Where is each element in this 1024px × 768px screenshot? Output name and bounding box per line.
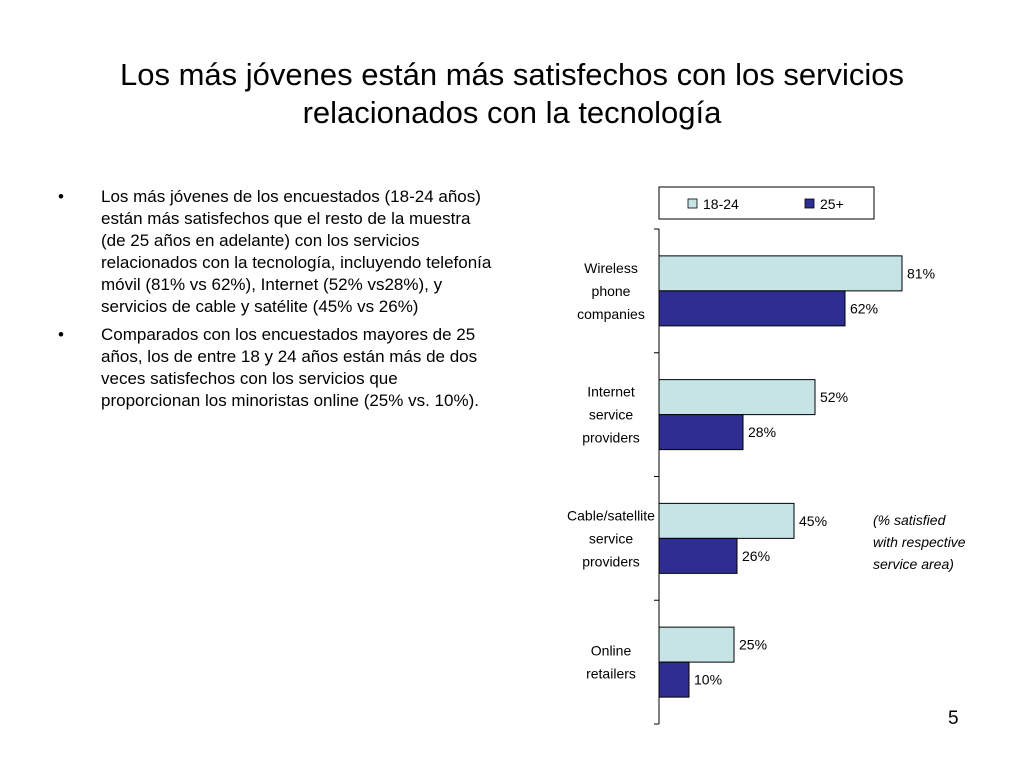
- category-label: service: [589, 530, 634, 546]
- chart-annotation: service area): [873, 556, 954, 572]
- bar-value-label: 62%: [850, 300, 878, 316]
- bar-value-label: 81%: [907, 265, 935, 281]
- bullet-dot: •: [58, 187, 64, 206]
- legend-swatch-25+: [804, 198, 815, 209]
- bullet-text: Comparados con los encuestados mayores d…: [101, 325, 479, 410]
- slide-title: Los más jóvenes están más satisfechos co…: [40, 56, 984, 132]
- bar-25+: [658, 661, 690, 698]
- chart-annotation: (% satisfied: [873, 512, 947, 528]
- category-label: Wireless: [584, 260, 638, 276]
- legend-swatch-18-24: [687, 198, 698, 209]
- page-number: 5: [948, 708, 959, 729]
- bar-value-label: 28%: [748, 424, 776, 440]
- legend-label: 18-24: [703, 196, 739, 212]
- slide-title-line-2: relacionados con la tecnología: [302, 95, 722, 130]
- category-label: companies: [577, 306, 645, 322]
- category-label: Internet: [587, 384, 635, 400]
- category-label: Online: [591, 643, 632, 659]
- chart-annotation: with respective: [873, 534, 966, 550]
- category-label: retailers: [586, 666, 636, 682]
- bar-value-label: 45%: [799, 513, 827, 529]
- bullet-dot: •: [58, 325, 64, 344]
- category-label: phone: [592, 283, 631, 299]
- bar-25+: [658, 290, 846, 327]
- bar-value-label: 25%: [739, 637, 767, 653]
- category-label: Cable/satellite: [567, 507, 655, 523]
- category-label: providers: [582, 430, 640, 446]
- bar-25+: [658, 414, 744, 451]
- bullet-text: Los más jóvenes de los encuestados (18-2…: [101, 187, 492, 316]
- bar-value-label: 10%: [694, 672, 722, 688]
- bullet-list: • Los más jóvenes de los encuestados (18…: [56, 186, 496, 418]
- bar-18-24: [658, 502, 795, 539]
- bar-value-label: 26%: [742, 548, 770, 564]
- bullet-item: • Comparados con los encuestados mayores…: [56, 324, 496, 412]
- bar-18-24: [658, 255, 903, 292]
- bullet-item: • Los más jóvenes de los encuestados (18…: [56, 186, 496, 318]
- bar-25+: [658, 537, 738, 574]
- slide-title-line-1: Los más jóvenes están más satisfechos co…: [120, 57, 904, 92]
- bar-value-label: 52%: [820, 389, 848, 405]
- category-label: providers: [582, 553, 640, 569]
- legend-label: 25+: [820, 196, 844, 212]
- category-label: service: [589, 407, 634, 423]
- bar-18-24: [658, 379, 816, 416]
- bar-18-24: [658, 626, 735, 663]
